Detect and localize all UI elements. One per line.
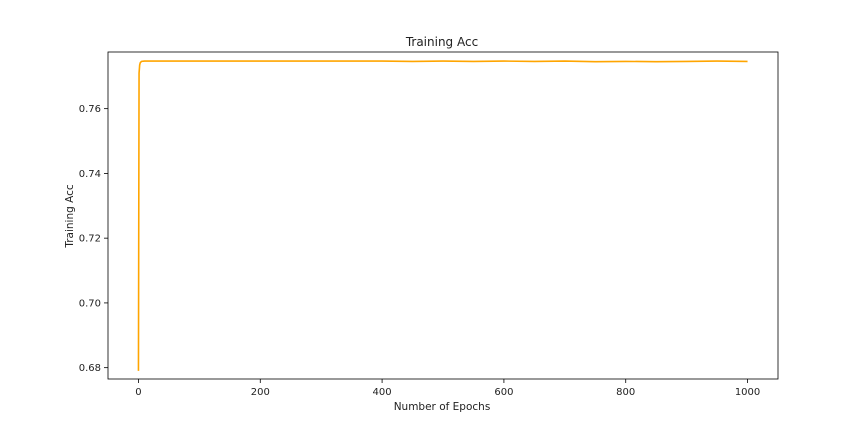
y-tick-label-0: 0.68 — [79, 363, 101, 374]
y-axis-label: Training Acc — [64, 184, 76, 249]
x-tick-label-600: 600 — [494, 387, 513, 398]
y-tick-label-1: 0.70 — [79, 298, 101, 309]
y-tick-label-4: 0.76 — [79, 104, 101, 115]
x-tick-label-200: 200 — [251, 387, 270, 398]
y-tick-label-2: 0.72 — [79, 234, 101, 245]
plot-area: 0 200 400 600 800 1000 0.68 0.70 0.72 0.74 0.76 — [79, 51, 779, 398]
chart-title: Training Acc — [405, 35, 478, 49]
x-tick-label-400: 400 — [373, 387, 392, 398]
x-tick-label-1000: 1000 — [735, 387, 760, 398]
series-line-0 — [137, 60, 748, 371]
axes-frame — [107, 51, 779, 380]
x-tick-label-0: 0 — [135, 387, 141, 398]
x-axis-label: Number of Epochs — [394, 401, 491, 413]
x-tick-label-800: 800 — [616, 387, 635, 398]
y-tick-label-3: 0.74 — [79, 169, 101, 180]
